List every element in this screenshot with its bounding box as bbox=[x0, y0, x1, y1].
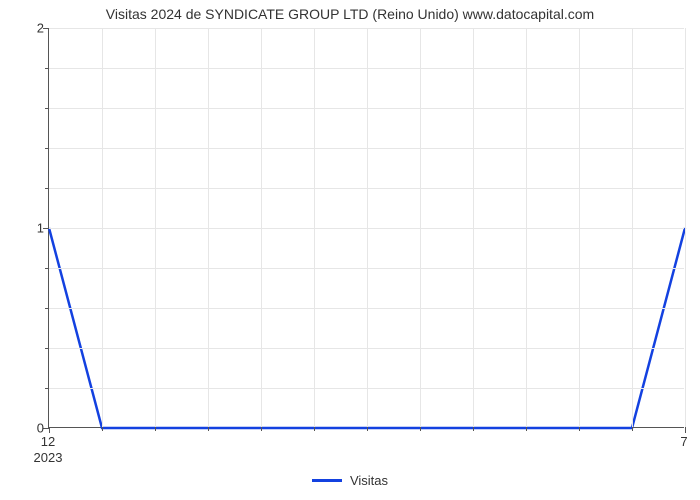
x-minor-tick bbox=[155, 427, 156, 431]
horizontal-gridline bbox=[49, 268, 684, 269]
x-minor-tick bbox=[208, 427, 209, 431]
x-major-tick bbox=[685, 427, 686, 433]
x-year-label: 2023 bbox=[34, 450, 63, 465]
y-minor-tick bbox=[45, 388, 49, 389]
y-minor-tick bbox=[45, 268, 49, 269]
y-minor-tick bbox=[45, 148, 49, 149]
x-minor-tick bbox=[367, 427, 368, 431]
chart-title: Visitas 2024 de SYNDICATE GROUP LTD (Rei… bbox=[0, 6, 700, 22]
horizontal-gridline bbox=[49, 388, 684, 389]
y-minor-tick bbox=[45, 68, 49, 69]
vertical-gridline bbox=[685, 28, 686, 427]
x-minor-tick bbox=[261, 427, 262, 431]
y-minor-tick bbox=[45, 188, 49, 189]
x-minor-tick bbox=[102, 427, 103, 431]
horizontal-gridline bbox=[49, 148, 684, 149]
x-minor-tick bbox=[526, 427, 527, 431]
y-tick-label: 2 bbox=[24, 21, 44, 36]
horizontal-gridline bbox=[49, 68, 684, 69]
x-tick-label: 7 bbox=[680, 434, 687, 449]
horizontal-gridline bbox=[49, 28, 684, 29]
y-minor-tick bbox=[45, 108, 49, 109]
plot-box bbox=[48, 28, 684, 428]
horizontal-gridline bbox=[49, 228, 684, 229]
legend-label: Visitas bbox=[350, 473, 388, 488]
x-major-tick bbox=[49, 427, 50, 433]
y-minor-tick bbox=[45, 308, 49, 309]
x-minor-tick bbox=[632, 427, 633, 431]
horizontal-gridline bbox=[49, 108, 684, 109]
x-minor-tick bbox=[314, 427, 315, 431]
horizontal-gridline bbox=[49, 308, 684, 309]
horizontal-gridline bbox=[49, 188, 684, 189]
y-tick-label: 1 bbox=[24, 221, 44, 236]
y-minor-tick bbox=[45, 348, 49, 349]
x-minor-tick bbox=[579, 427, 580, 431]
x-minor-tick bbox=[420, 427, 421, 431]
legend: Visitas bbox=[0, 472, 700, 488]
legend-line-swatch bbox=[312, 479, 342, 482]
chart-container: Visitas 2024 de SYNDICATE GROUP LTD (Rei… bbox=[0, 0, 700, 500]
x-minor-tick bbox=[473, 427, 474, 431]
x-tick-label: 12 bbox=[41, 434, 55, 449]
plot-area bbox=[48, 28, 684, 428]
horizontal-gridline bbox=[49, 348, 684, 349]
